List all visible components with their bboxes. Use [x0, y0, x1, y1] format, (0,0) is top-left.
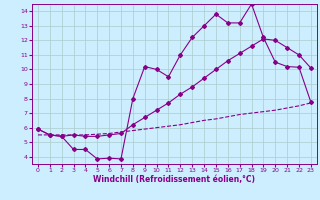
X-axis label: Windchill (Refroidissement éolien,°C): Windchill (Refroidissement éolien,°C) — [93, 175, 255, 184]
